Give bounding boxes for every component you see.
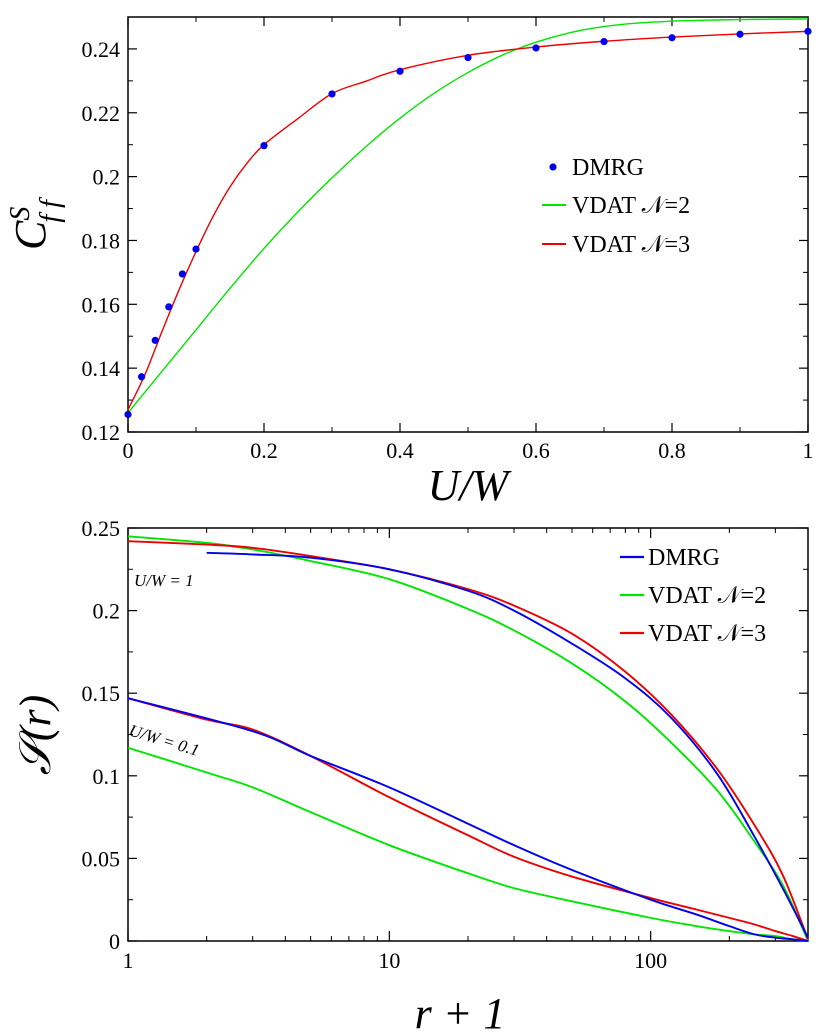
- top-series-line-2: [127, 30, 809, 410]
- top-legend-label: DMRG: [572, 155, 644, 181]
- bottom-x-tick-label: 1: [123, 948, 134, 973]
- bottom-x-axis-label: r + 1: [415, 989, 506, 1035]
- top-dmrg-point: [192, 245, 200, 253]
- top-dmrg-point: [165, 303, 173, 311]
- top-x-tick-label: 0.4: [386, 438, 414, 463]
- top-dmrg-point: [464, 53, 472, 62]
- bottom-y-tick-label: 0: [109, 929, 120, 954]
- bottom-series-line-3: [127, 746, 809, 942]
- top-x-tick-label: 0.8: [658, 438, 686, 463]
- bottom-y-tick-label: 0.1: [93, 764, 121, 789]
- bottom-legend-label: VDAT 𝒩=2: [648, 583, 766, 609]
- bottom-series-line-5: [127, 697, 809, 942]
- plot-frame-top: [127, 16, 809, 433]
- panel-bottom: 1 10 100 0 0.05 0.1 0.15 0.2 0.25 U/W = 1 U/W = …: [11, 516, 809, 1035]
- bottom-x-tick-label: 100: [634, 948, 667, 973]
- top-axis-ticks: 0 0.2 0.4 0.6 0.8 1 0.12 0.14 0.16 0.18 0.2 0.22 0.2…: [82, 16, 814, 463]
- bottom-series-line-2: [127, 535, 809, 942]
- top-dmrg-point: [804, 27, 812, 35]
- top-y-tick-label: 0.16: [82, 292, 121, 317]
- top-y-tick-label: 0.2: [93, 165, 121, 190]
- top-dmrg-point: [736, 30, 744, 38]
- top-dmrg-point: [138, 373, 146, 381]
- top-legend-marker-dmrg: [549, 163, 557, 171]
- bottom-legend: DMRG VDAT 𝒩=2 VDAT 𝒩=3: [620, 545, 766, 647]
- top-dmrg-point: [151, 336, 159, 344]
- bottom-y-axis-label: 𝒮(r): [11, 695, 60, 775]
- bottom-y-tick-label: 0.25: [82, 516, 121, 541]
- annotation-uw1: U/W = 1: [134, 571, 194, 590]
- panel-top: 0 0.2 0.4 0.6 0.8 1 0.12 0.14 0.16 0.18 0.2 0.22 0.2…: [5, 16, 814, 510]
- top-x-axis-label: U/W: [428, 461, 512, 510]
- top-series-line-1: [127, 18, 809, 414]
- top-dmrg-point: [532, 44, 540, 52]
- top-dmrg-point: [600, 37, 608, 46]
- bottom-legend-label: VDAT 𝒩=3: [648, 621, 766, 647]
- bottom-series-line-0: [206, 551, 809, 939]
- top-dmrg-point: [328, 90, 336, 98]
- top-dmrg-point: [178, 270, 186, 278]
- top-y-tick-label: 0.22: [82, 101, 121, 126]
- top-y-tick-label: 0.18: [82, 228, 121, 253]
- annotation-uw01: U/W = 0.1: [127, 721, 202, 760]
- bottom-series: [127, 535, 809, 942]
- top-y-axis-label: CSf f: [5, 197, 66, 250]
- top-dmrg-point: [260, 142, 268, 150]
- top-legend: DMRG VDAT 𝒩=2 VDAT 𝒩=3: [542, 155, 690, 258]
- bottom-legend-label: DMRG: [648, 545, 720, 571]
- top-y-tick-label: 0.12: [82, 420, 121, 445]
- top-y-tick-label: 0.24: [82, 37, 121, 62]
- bottom-y-tick-label: 0.15: [82, 681, 121, 706]
- bottom-series-line-4: [127, 540, 809, 940]
- top-legend-label: VDAT 𝒩=3: [572, 232, 690, 258]
- bottom-y-tick-label: 0.05: [82, 846, 121, 871]
- top-dmrg-point: [668, 34, 676, 42]
- top-series: [124, 18, 812, 419]
- top-x-tick-label: 0.2: [250, 438, 278, 463]
- bottom-x-tick-label: 10: [378, 948, 400, 973]
- bottom-series-line-1: [127, 697, 809, 942]
- bottom-y-tick-label: 0.2: [93, 599, 121, 624]
- top-legend-label: VDAT 𝒩=2: [572, 193, 690, 219]
- top-x-tick-label: 1: [803, 438, 814, 463]
- top-y-tick-label: 0.14: [82, 356, 121, 381]
- top-dmrg-point: [124, 410, 132, 419]
- top-dmrg-point: [396, 67, 404, 75]
- top-x-tick-label: 0: [123, 438, 134, 463]
- top-x-tick-label: 0.6: [522, 438, 550, 463]
